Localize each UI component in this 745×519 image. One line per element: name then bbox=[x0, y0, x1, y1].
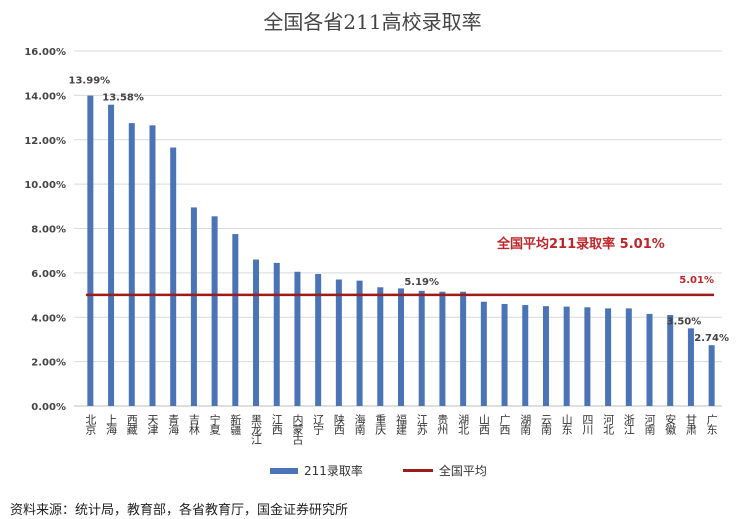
x-tick-label: 天津 bbox=[146, 414, 159, 435]
y-tick-label: 2.00% bbox=[31, 358, 66, 369]
source-note: 资料来源：统计局，教育部，各省教育厅，国金证券研究所 bbox=[10, 503, 349, 518]
data-label: 13.58% bbox=[102, 93, 144, 104]
bar bbox=[170, 147, 177, 406]
x-tick-label: 江西 bbox=[270, 414, 283, 435]
bar bbox=[87, 95, 94, 407]
legend-swatch-bar bbox=[270, 467, 298, 474]
y-tick-label: 8.00% bbox=[31, 225, 66, 236]
data-label: 13.99% bbox=[69, 76, 111, 87]
bar bbox=[687, 328, 694, 406]
bar bbox=[439, 291, 446, 406]
bar bbox=[667, 315, 674, 406]
bar bbox=[522, 305, 529, 406]
x-axis: 北京 上海 西藏 天津 青海 吉林 宁夏 新疆 黑龙江 江西 内蒙古 辽宁 陕西 海南 重庆 福建 江苏 贵州 湖北… bbox=[84, 413, 718, 445]
legend-swatch-line bbox=[402, 469, 433, 472]
bar bbox=[149, 125, 156, 406]
bar bbox=[335, 279, 342, 406]
bar bbox=[418, 290, 425, 406]
x-tick-label: 甘肃 bbox=[684, 414, 697, 436]
x-tick-label: 海南 bbox=[353, 413, 366, 435]
y-tick-label: 12.00% bbox=[24, 136, 66, 147]
x-tick-label: 广西 bbox=[498, 414, 511, 435]
bar bbox=[253, 259, 260, 406]
bar bbox=[708, 345, 715, 406]
legend-label-bar: 211录取率 bbox=[304, 464, 363, 478]
y-tick-label: 0.00% bbox=[31, 402, 66, 413]
average-line-label: 5.01% bbox=[679, 275, 714, 286]
x-tick-label: 西藏 bbox=[125, 414, 138, 436]
x-tick-label: 重庆 bbox=[374, 413, 387, 436]
x-tick-label: 辽宁 bbox=[312, 414, 325, 435]
bar bbox=[128, 123, 135, 406]
y-tick-label: 14.00% bbox=[24, 91, 66, 102]
bar bbox=[480, 301, 487, 406]
x-tick-label: 湖北 bbox=[457, 414, 470, 435]
average-annotation: 全国平均211录取率 5.01% bbox=[497, 237, 665, 252]
bar bbox=[315, 273, 322, 406]
bar bbox=[108, 104, 115, 406]
bar bbox=[356, 280, 363, 406]
x-tick-label: 吉林 bbox=[187, 414, 200, 435]
x-tick-label: 上海 bbox=[105, 414, 118, 436]
x-tick-label: 江苏 bbox=[415, 414, 428, 436]
bar bbox=[646, 313, 653, 406]
data-label: 2.74% bbox=[694, 333, 729, 344]
y-tick-label: 10.00% bbox=[24, 180, 66, 191]
bar bbox=[232, 234, 239, 406]
x-tick-label: 黑龙江 bbox=[250, 414, 263, 445]
y-tick-label: 6.00% bbox=[31, 269, 66, 280]
x-tick-label: 新疆 bbox=[229, 413, 242, 435]
x-tick-label: 山西 bbox=[477, 414, 490, 435]
bar bbox=[190, 207, 197, 406]
bar bbox=[501, 303, 508, 406]
bars bbox=[87, 95, 715, 407]
average-line: 5.01% bbox=[86, 275, 714, 297]
legend-label-line: 全国平均 bbox=[438, 464, 487, 478]
y-tick-label: 16.00% bbox=[24, 47, 66, 58]
chart-title: 全国各省211高校录取率 bbox=[263, 10, 482, 34]
bar bbox=[273, 262, 280, 406]
x-tick-label: 陕西 bbox=[332, 413, 345, 435]
bar bbox=[542, 306, 549, 406]
x-tick-label: 北京 bbox=[84, 414, 97, 436]
bar bbox=[563, 306, 570, 406]
bar bbox=[377, 287, 384, 406]
x-tick-label: 内蒙古 bbox=[291, 413, 304, 445]
legend: 211录取率 全国平均 bbox=[270, 462, 487, 479]
x-tick-label: 湖南 bbox=[519, 414, 532, 435]
y-axis: 0.00% 2.00% 4.00% 6.00% 8.00% 10.00% 12.00% 14.… bbox=[24, 47, 66, 413]
bar bbox=[294, 271, 301, 406]
data-labels: 13.99% 13.58% 5.19% 3.50% 2.74% bbox=[69, 76, 729, 345]
x-tick-label: 四川 bbox=[581, 414, 594, 435]
x-tick-label: 广东 bbox=[705, 414, 718, 435]
x-tick-label: 河南 bbox=[643, 414, 656, 435]
bar bbox=[398, 288, 404, 406]
x-tick-label: 青海 bbox=[167, 414, 180, 436]
bar bbox=[460, 291, 467, 406]
x-tick-label: 贵州 bbox=[436, 414, 449, 435]
y-tick-label: 4.00% bbox=[31, 313, 66, 324]
data-label: 5.19% bbox=[404, 277, 439, 288]
x-tick-label: 宁夏 bbox=[208, 413, 221, 435]
legend-item-bar: 211录取率 bbox=[270, 462, 363, 479]
x-tick-label: 浙江 bbox=[622, 414, 635, 435]
bar bbox=[625, 308, 632, 406]
bar bbox=[605, 308, 612, 406]
data-label: 3.50% bbox=[667, 316, 702, 327]
x-tick-label: 福建 bbox=[395, 413, 408, 436]
bar bbox=[584, 307, 591, 406]
x-tick-label: 云南 bbox=[539, 414, 552, 435]
x-tick-label: 山东 bbox=[560, 414, 573, 435]
legend-item-line: 全国平均 bbox=[402, 462, 487, 479]
bar bbox=[211, 216, 218, 406]
x-tick-label: 安徽 bbox=[664, 413, 677, 436]
x-tick-label: 河北 bbox=[602, 414, 615, 435]
